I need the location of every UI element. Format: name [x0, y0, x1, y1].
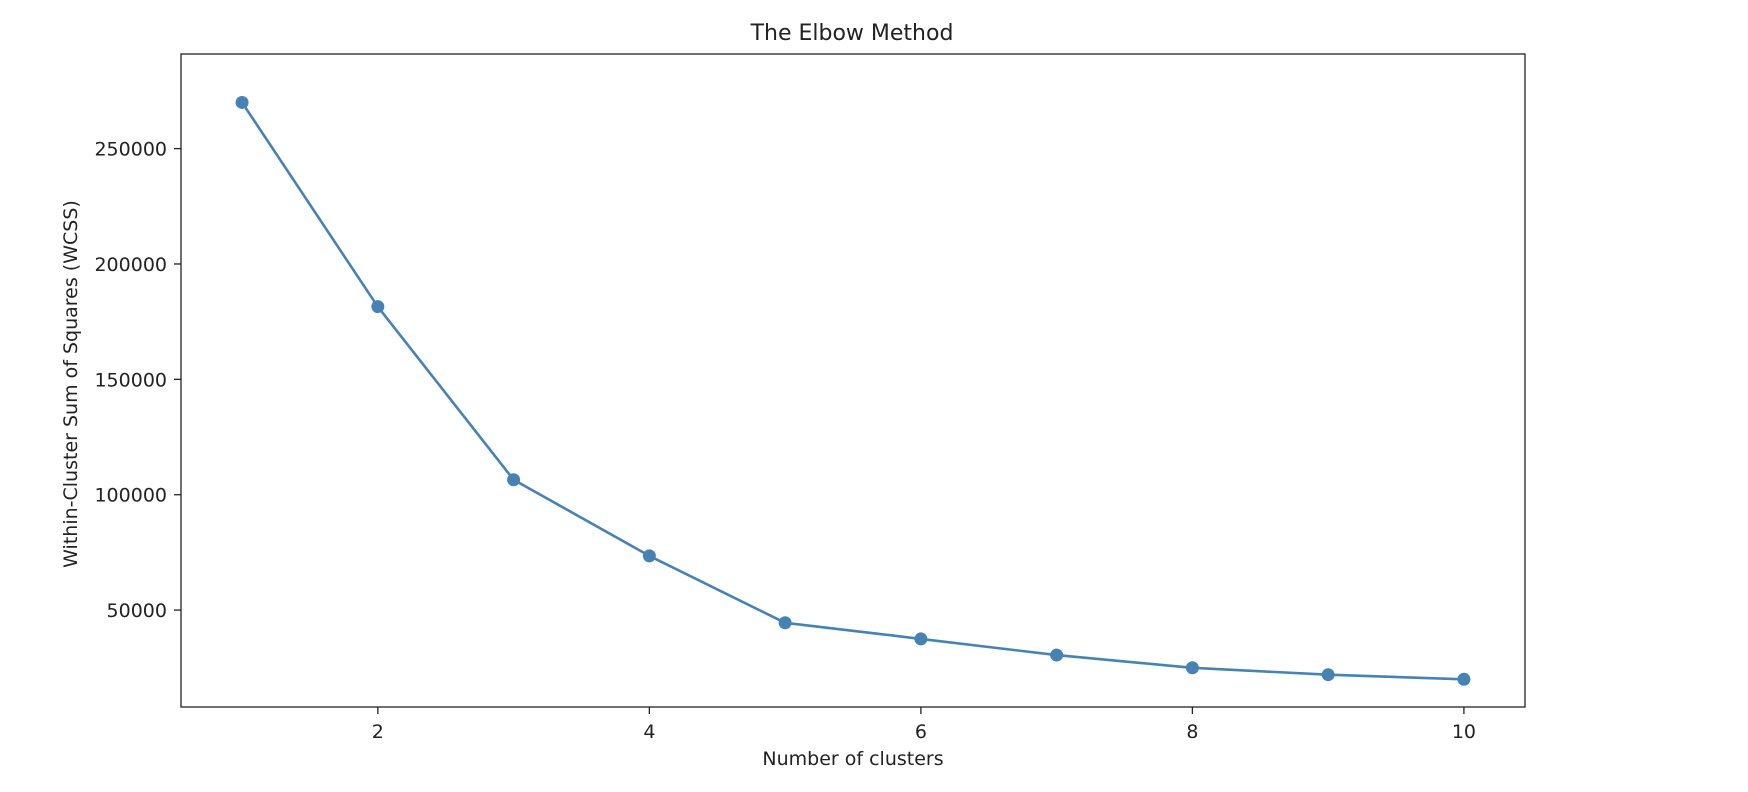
data-point	[1457, 672, 1471, 686]
wcss-points	[235, 95, 1471, 686]
y-tick-label: 50000	[107, 600, 167, 622]
x-tick-label: 6	[915, 721, 927, 743]
x-axis-title: Number of clusters	[762, 748, 943, 770]
data-point	[235, 95, 249, 109]
y-tick-label: 150000	[94, 369, 167, 391]
x-tick-label: 10	[1452, 721, 1476, 743]
wcss-line	[241, 101, 1464, 681]
y-tick-label: 100000	[94, 485, 167, 507]
chart-title: The Elbow Method	[750, 21, 954, 46]
x-tick-label: 2	[372, 721, 384, 743]
plot-area	[180, 53, 1526, 708]
data-point	[1050, 648, 1064, 662]
data-point	[1321, 668, 1335, 682]
data-point	[642, 549, 656, 563]
data-point	[1185, 661, 1199, 675]
data-point	[914, 632, 928, 646]
y-tick-label: 250000	[94, 139, 167, 161]
x-tick-label: 8	[1186, 721, 1198, 743]
y-tick-label: 200000	[94, 254, 167, 276]
y-axis-title: Within-Cluster Sum of Squares (WCSS)	[60, 200, 82, 568]
x-tick-label: 4	[643, 721, 655, 743]
data-point	[371, 300, 385, 314]
x-axis-ticks: 2 4 6 8 10	[372, 707, 1476, 743]
data-point	[507, 473, 521, 487]
y-axis-ticks: 50000 100000 150000 200000 250000	[94, 139, 181, 622]
data-point	[778, 616, 792, 630]
